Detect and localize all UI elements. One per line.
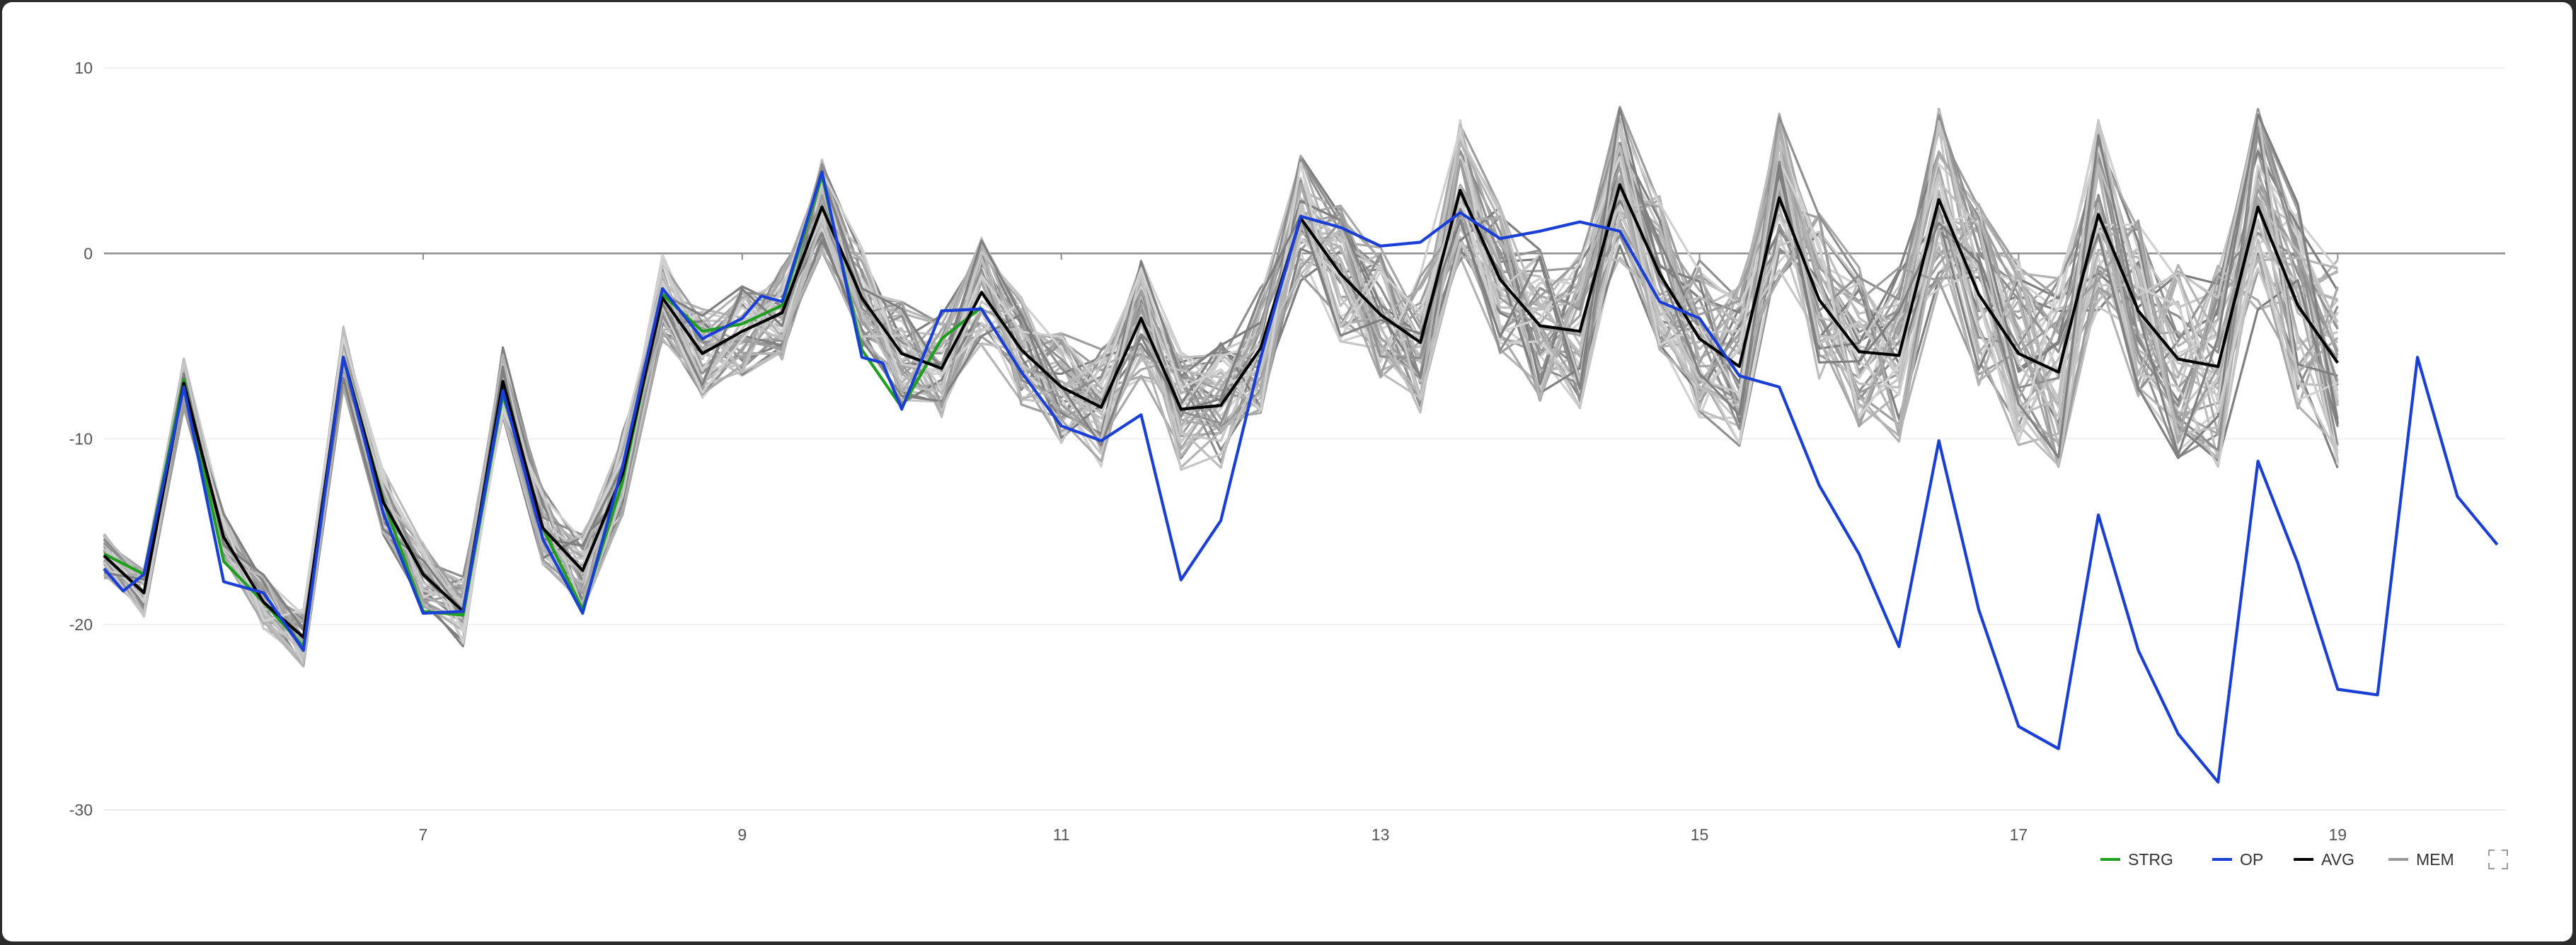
y-tick-label: -10: [69, 430, 93, 448]
x-tick-label: 11: [1053, 825, 1070, 844]
x-tick-label: 13: [1372, 825, 1390, 844]
y-tick-label: -30: [69, 801, 93, 819]
member-line: [103, 145, 2339, 660]
x-tick-label: 17: [2010, 825, 2028, 844]
x-tick-label: 19: [2328, 825, 2347, 844]
legend-label-mem: MEM: [2416, 850, 2454, 869]
x-tick-label: 9: [737, 825, 747, 844]
legend-label-avg: AVG: [2321, 850, 2354, 869]
x-tick-label: 15: [1691, 825, 1709, 844]
series-line-op: [103, 170, 2499, 784]
y-axis: 10 0 -10 -20 -30: [69, 59, 93, 819]
legend[interactable]: STRG OP AVG MEM: [2100, 850, 2454, 869]
legend-label-strg: STRG: [2128, 850, 2173, 869]
x-axis: 7 9 11 13 15 17 19: [418, 825, 2347, 844]
y-tick-label: 10: [74, 59, 93, 77]
member-line: [103, 156, 2339, 664]
member-series-group: [103, 105, 2339, 668]
expand-icon[interactable]: [2488, 850, 2508, 869]
y-tick-label: 0: [84, 244, 93, 262]
x-tick-label: 7: [418, 825, 427, 844]
main-series-group: [103, 170, 2499, 784]
y-tick-label: -20: [69, 615, 93, 634]
legend-label-op: OP: [2240, 850, 2263, 869]
